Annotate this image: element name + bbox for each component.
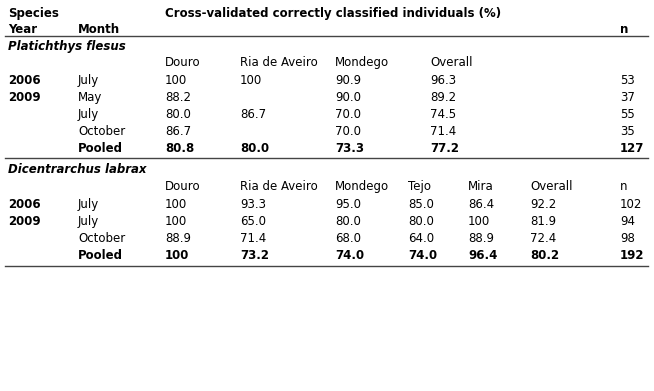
Text: 2006: 2006 (8, 198, 41, 211)
Text: Platichthys flesus: Platichthys flesus (8, 40, 126, 53)
Text: Dicentrarchus labrax: Dicentrarchus labrax (8, 163, 146, 176)
Text: 100: 100 (165, 215, 187, 228)
Text: Mira: Mira (468, 180, 494, 193)
Text: July: July (78, 108, 99, 121)
Text: Ria de Aveiro: Ria de Aveiro (240, 56, 318, 69)
Text: n: n (620, 180, 627, 193)
Text: Year: Year (8, 23, 37, 36)
Text: 100: 100 (165, 74, 187, 87)
Text: Pooled: Pooled (78, 249, 123, 262)
Text: 86.7: 86.7 (240, 108, 266, 121)
Text: 72.4: 72.4 (530, 232, 557, 245)
Text: 100: 100 (165, 198, 187, 211)
Text: 71.4: 71.4 (430, 125, 456, 138)
Text: n: n (620, 23, 628, 36)
Text: Mondego: Mondego (335, 56, 389, 69)
Text: 80.0: 80.0 (408, 215, 434, 228)
Text: 80.0: 80.0 (165, 108, 191, 121)
Text: Species: Species (8, 7, 59, 20)
Text: 98: 98 (620, 232, 635, 245)
Text: 89.2: 89.2 (430, 91, 456, 104)
Text: 88.2: 88.2 (165, 91, 191, 104)
Text: Overall: Overall (430, 56, 472, 69)
Text: Month: Month (78, 23, 120, 36)
Text: Douro: Douro (165, 180, 201, 193)
Text: 88.9: 88.9 (165, 232, 191, 245)
Text: October: October (78, 125, 126, 138)
Text: 93.3: 93.3 (240, 198, 266, 211)
Text: July: July (78, 215, 99, 228)
Text: 65.0: 65.0 (240, 215, 266, 228)
Text: 192: 192 (620, 249, 644, 262)
Text: Tejo: Tejo (408, 180, 431, 193)
Text: 127: 127 (620, 142, 644, 155)
Text: 81.9: 81.9 (530, 215, 556, 228)
Text: 70.0: 70.0 (335, 108, 361, 121)
Text: 80.0: 80.0 (240, 142, 269, 155)
Text: 2009: 2009 (8, 215, 41, 228)
Text: 71.4: 71.4 (240, 232, 266, 245)
Text: July: July (78, 74, 99, 87)
Text: Overall: Overall (530, 180, 572, 193)
Text: 86.7: 86.7 (165, 125, 191, 138)
Text: 73.2: 73.2 (240, 249, 269, 262)
Text: 74.0: 74.0 (408, 249, 437, 262)
Text: 96.3: 96.3 (430, 74, 456, 87)
Text: 80.0: 80.0 (335, 215, 361, 228)
Text: 70.0: 70.0 (335, 125, 361, 138)
Text: 88.9: 88.9 (468, 232, 494, 245)
Text: 68.0: 68.0 (335, 232, 361, 245)
Text: 2009: 2009 (8, 91, 41, 104)
Text: 85.0: 85.0 (408, 198, 434, 211)
Text: Cross-validated correctly classified individuals (%): Cross-validated correctly classified ind… (165, 7, 501, 20)
Text: 35: 35 (620, 125, 635, 138)
Text: 90.9: 90.9 (335, 74, 361, 87)
Text: 90.0: 90.0 (335, 91, 361, 104)
Text: 96.4: 96.4 (468, 249, 498, 262)
Text: 100: 100 (468, 215, 490, 228)
Text: 73.3: 73.3 (335, 142, 364, 155)
Text: 100: 100 (240, 74, 262, 87)
Text: 55: 55 (620, 108, 635, 121)
Text: 80.2: 80.2 (530, 249, 559, 262)
Text: 37: 37 (620, 91, 635, 104)
Text: 80.8: 80.8 (165, 142, 194, 155)
Text: July: July (78, 198, 99, 211)
Text: Mondego: Mondego (335, 180, 389, 193)
Text: 64.0: 64.0 (408, 232, 434, 245)
Text: 95.0: 95.0 (335, 198, 361, 211)
Text: 92.2: 92.2 (530, 198, 557, 211)
Text: Douro: Douro (165, 56, 201, 69)
Text: 77.2: 77.2 (430, 142, 459, 155)
Text: Ria de Aveiro: Ria de Aveiro (240, 180, 318, 193)
Text: Pooled: Pooled (78, 142, 123, 155)
Text: October: October (78, 232, 126, 245)
Text: 74.0: 74.0 (335, 249, 364, 262)
Text: 94: 94 (620, 215, 635, 228)
Text: 53: 53 (620, 74, 635, 87)
Text: 100: 100 (165, 249, 190, 262)
Text: 2006: 2006 (8, 74, 41, 87)
Text: 74.5: 74.5 (430, 108, 456, 121)
Text: 102: 102 (620, 198, 642, 211)
Text: May: May (78, 91, 103, 104)
Text: 86.4: 86.4 (468, 198, 494, 211)
